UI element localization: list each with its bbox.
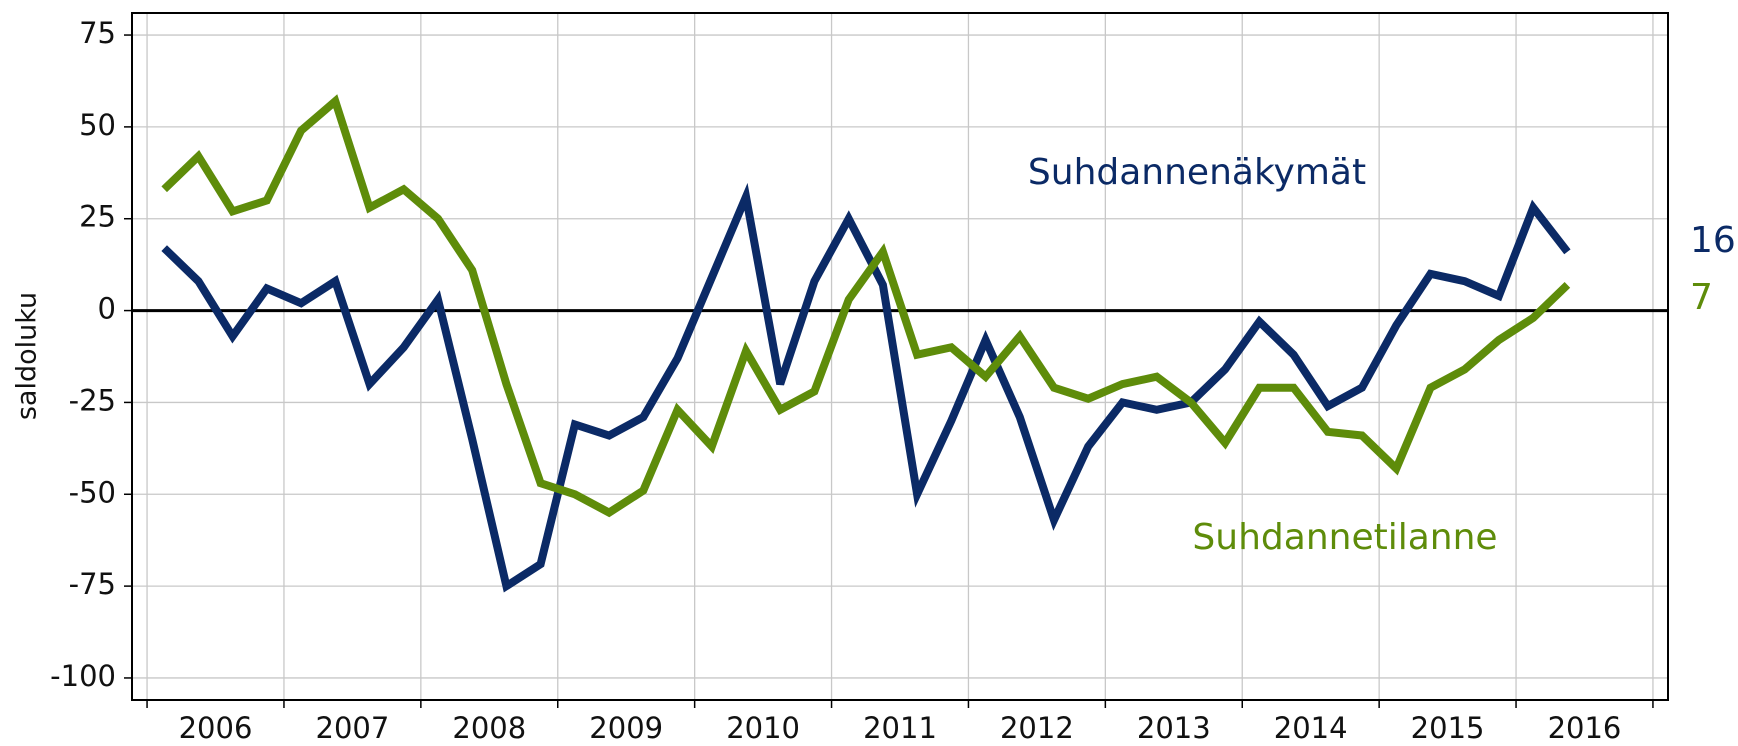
x-tick-label: 2006: [179, 711, 253, 745]
x-tick-label: 2014: [1274, 711, 1348, 745]
y-tick-label: -25: [69, 383, 116, 417]
x-tick-label: 2008: [452, 711, 526, 745]
y-axis-label: saldoluku: [12, 292, 43, 420]
series-line: [161, 182, 1571, 593]
y-tick-label: -100: [50, 659, 116, 693]
series-label: Suhdannenäkymät: [1028, 152, 1366, 193]
y-tick-label: 25: [79, 200, 116, 234]
x-tick-label: 2009: [589, 711, 663, 745]
y-tick-label: 50: [79, 108, 116, 142]
y-tick-label: 75: [79, 16, 116, 50]
x-tick-label: 2016: [1548, 711, 1622, 745]
series-line: [161, 94, 1571, 518]
y-tick-label: -75: [69, 567, 116, 601]
x-tick-label: 2007: [316, 711, 390, 745]
y-tick-label: -50: [69, 475, 116, 509]
plot-frame: [131, 12, 1669, 701]
y-tick-label: 0: [98, 292, 116, 326]
x-tick-label: 2013: [1137, 711, 1211, 745]
series-label: Suhdannetilanne: [1192, 517, 1497, 558]
x-tick-label: 2010: [726, 711, 800, 745]
end-value-label: 16: [1690, 220, 1736, 261]
x-tick-label: 2012: [1000, 711, 1074, 745]
x-tick-label: 2011: [863, 711, 937, 745]
x-tick-label: 2015: [1411, 711, 1485, 745]
end-value-label: 7: [1690, 277, 1713, 318]
